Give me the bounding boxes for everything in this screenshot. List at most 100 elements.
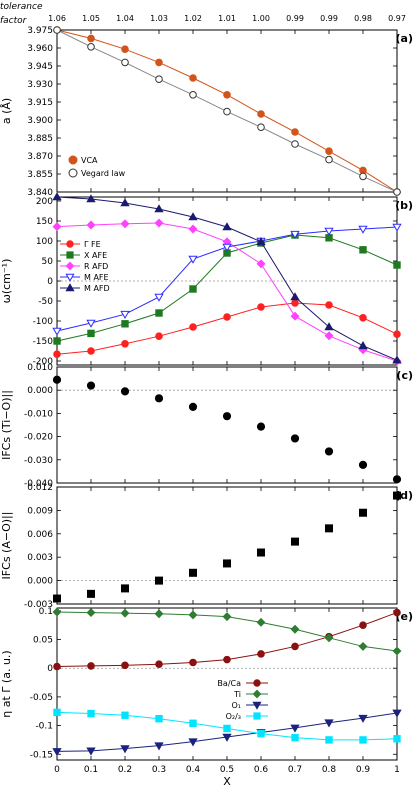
tolerance-label: tolerance (0, 2, 43, 12)
data-point (222, 559, 231, 568)
data-point (290, 624, 300, 634)
series (53, 491, 401, 603)
data-point (86, 319, 96, 328)
series (52, 607, 402, 656)
data-point (86, 608, 96, 618)
data-point (290, 537, 299, 546)
data-point (223, 724, 231, 733)
data-point (324, 447, 334, 456)
data-point (359, 621, 367, 630)
y-tick-label: -100 (33, 317, 54, 327)
data-point (291, 642, 299, 651)
legend-label: X AFE (84, 251, 107, 260)
plot-frame (56, 366, 398, 484)
y-tick-label: -0.020 (24, 433, 53, 443)
data-point (52, 748, 62, 757)
data-point (120, 219, 130, 229)
data-point (155, 660, 163, 669)
data-point (155, 715, 163, 723)
x-tick-label: 0.9 (356, 765, 371, 775)
legend-label: VCA (81, 156, 98, 165)
y-tick-label: 3.840 (27, 188, 53, 198)
data-point (392, 355, 402, 364)
y-tick-label: -0.15 (30, 750, 53, 760)
y-tick-label: -200 (33, 357, 54, 367)
data-point (52, 192, 62, 201)
y-tick-label: 0.1 (39, 607, 53, 617)
data-point (359, 246, 367, 254)
tolerance-tick-label: 1.05 (82, 14, 100, 23)
data-point (392, 709, 402, 718)
y-tick-label: 0.000 (27, 577, 53, 587)
data-point (324, 331, 334, 341)
legend-label: Ti (233, 690, 241, 699)
data-point (291, 299, 299, 307)
data-point (120, 745, 130, 754)
x-axis-label: X (223, 775, 231, 787)
tolerance-tick-label: 1.01 (218, 14, 236, 23)
y-tick-label: -0.05 (30, 693, 53, 703)
legend: Γ FE X AFE R AFD M AFE M AFD (60, 240, 110, 293)
data-point (121, 661, 129, 670)
data-point (324, 227, 334, 236)
data-point (154, 218, 164, 228)
data-point (65, 283, 75, 292)
data-point (155, 75, 163, 83)
x-tick-label: 0 (54, 765, 60, 775)
y-tick-label: 3.930 (27, 80, 53, 90)
y-tick-label: 0.012 (27, 483, 53, 493)
data-point (154, 204, 164, 213)
data-point (53, 350, 61, 359)
x-tick-label: 0.5 (220, 765, 234, 775)
data-point (68, 155, 78, 165)
data-point (188, 738, 198, 747)
data-point (358, 714, 368, 723)
data-point (325, 736, 333, 744)
data-point (392, 475, 402, 484)
data-point (291, 140, 299, 148)
legend-label: Vegard law (81, 169, 126, 178)
panel-tag: (b) (395, 199, 413, 212)
data-point (121, 320, 129, 328)
plot-frame (56, 486, 398, 605)
x-tick-label: 0.7 (288, 765, 302, 775)
data-point (257, 729, 265, 738)
series (52, 375, 402, 484)
data-point (189, 323, 197, 331)
x-tick-label: 1 (394, 765, 400, 775)
y-tick-label: 0.05 (33, 636, 53, 646)
data-point (189, 91, 197, 99)
data-point (257, 303, 265, 311)
tolerance-factor-header: tolerance factor 1.06 1.05 1.04 1.03 1.02 1.0… (0, 2, 406, 26)
data-point (87, 589, 96, 598)
panel-4: -0.003 0.000 0.003 0.006 0.009 0.012 IFCs (A−O… (0, 483, 413, 610)
data-point (66, 240, 74, 248)
series (53, 299, 401, 359)
y-tick-label: 3.900 (27, 116, 53, 126)
y-tick-label: -50 (38, 297, 53, 307)
data-point (87, 347, 95, 355)
data-point (66, 251, 74, 259)
data-point (223, 655, 231, 664)
data-point (393, 608, 401, 617)
data-point (324, 322, 334, 331)
panel-tag: (a) (396, 32, 413, 45)
y-tick-label: 0.006 (27, 530, 53, 540)
series (53, 708, 401, 744)
panel-tag: (c) (396, 369, 413, 382)
y-tick-label: 0 (47, 277, 53, 287)
data-point (290, 434, 300, 443)
data-point (324, 524, 333, 533)
y-tick-label: -0.010 (24, 409, 53, 419)
legend: Ba/Ca Ti O₁ O₂/₃ (217, 679, 268, 721)
data-point (393, 188, 401, 196)
data-point (87, 662, 95, 670)
tolerance-tick-label: 1.06 (48, 14, 66, 23)
y-axis-label: IFCs (Ti−O)|| (0, 390, 13, 460)
data-point (325, 301, 333, 309)
data-point (86, 381, 96, 390)
y-tick-label: 3.870 (27, 152, 53, 162)
y-tick-label: 3.975 (27, 26, 53, 36)
x-tick-label: 0.1 (84, 765, 98, 775)
tolerance-tick-label: 1.03 (150, 14, 168, 23)
